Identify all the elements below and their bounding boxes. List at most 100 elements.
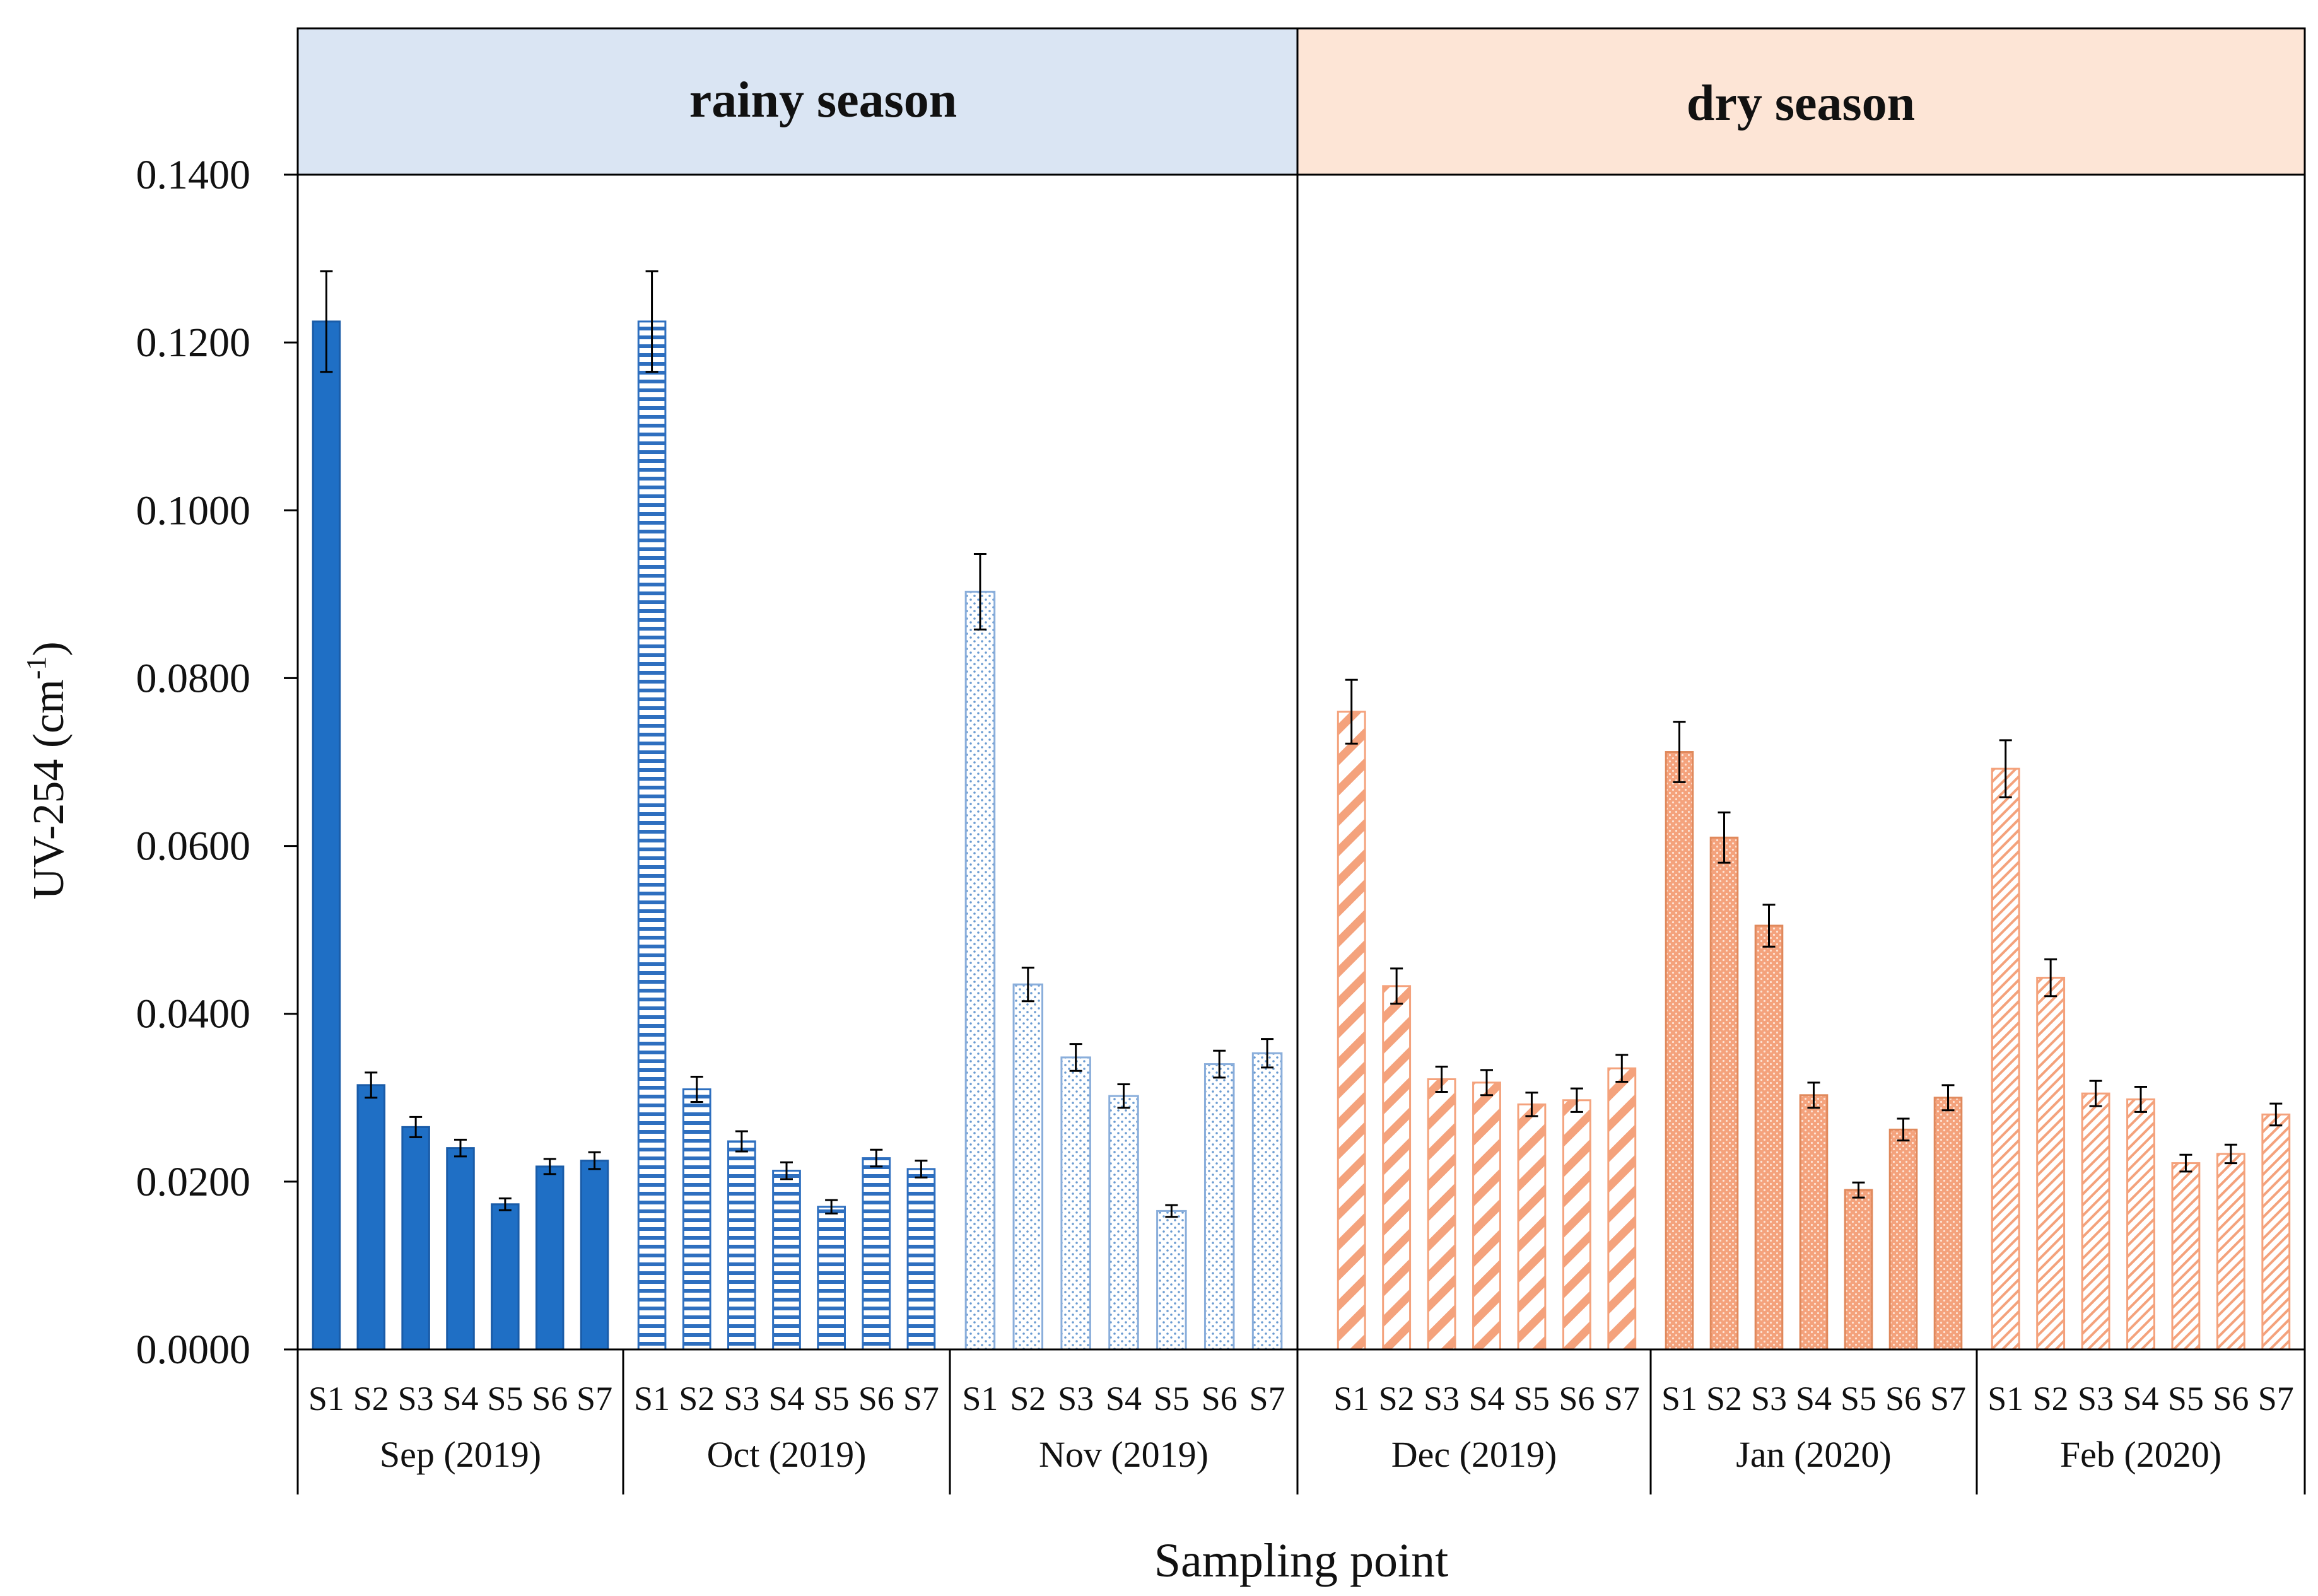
x-tick-label: S5 — [814, 1380, 850, 1418]
y-tick-label: 0.1200 — [136, 320, 251, 366]
y-tick-label: 0.0200 — [136, 1159, 251, 1205]
dry-season-panel — [1297, 28, 2305, 175]
y-tick-label: 0.0400 — [136, 991, 251, 1037]
x-tick-label: S3 — [1751, 1380, 1787, 1418]
x-tick-label: S1 — [962, 1380, 998, 1418]
bar-dec-s3 — [1427, 1078, 1456, 1351]
x-tick-label: S4 — [1796, 1380, 1832, 1418]
x-tick-label: S1 — [1987, 1380, 2023, 1418]
x-tick-label: S3 — [1058, 1380, 1094, 1418]
bar-jan-s5 — [1844, 1189, 1873, 1351]
x-tick-label: S3 — [723, 1380, 759, 1418]
dry-season-label: dry season — [1687, 76, 1915, 131]
y-tick-label: 0.1000 — [136, 487, 251, 533]
x-tick-label: S4 — [2122, 1380, 2158, 1418]
bar-dec-s5 — [1517, 1103, 1547, 1351]
bar-jan-s7 — [1933, 1097, 1963, 1351]
x-tick-label: S1 — [634, 1380, 670, 1418]
x-tick-label: S2 — [1706, 1380, 1742, 1418]
x-tick-label: S1 — [308, 1380, 344, 1418]
bar-feb-s1 — [1991, 767, 2020, 1351]
bar-oct-s3 — [727, 1140, 756, 1351]
x-tick-label: S2 — [2033, 1380, 2069, 1418]
x-tick-label: S4 — [768, 1380, 804, 1418]
x-tick-label: S6 — [1202, 1380, 1238, 1418]
month-label: Oct (2019) — [707, 1434, 867, 1475]
bar-dec-s7 — [1607, 1067, 1637, 1351]
month-label: Feb (2020) — [2060, 1434, 2221, 1475]
bar-oct-s1 — [637, 320, 667, 1351]
x-tick-label: S6 — [1885, 1380, 1921, 1418]
x-tick-label: S4 — [1468, 1380, 1504, 1418]
x-tick-label: S7 — [2258, 1380, 2294, 1418]
bar-oct-s6 — [862, 1157, 891, 1351]
month-label: Dec (2019) — [1391, 1434, 1557, 1475]
x-tick-label: S2 — [679, 1380, 715, 1418]
x-tick-label: S6 — [2213, 1380, 2249, 1418]
bar-dec-s2 — [1382, 985, 1412, 1351]
x-tick-label: S7 — [903, 1380, 939, 1418]
x-tick-label: S5 — [1514, 1380, 1550, 1418]
y-tick-label: 0.1400 — [136, 152, 251, 198]
bar-jan-s1 — [1665, 751, 1694, 1351]
bar-oct-s5 — [817, 1206, 846, 1351]
bar-nov-s2 — [1012, 983, 1044, 1351]
bar-dec-s6 — [1562, 1099, 1591, 1351]
y-axis-title: UV-254 (cm-1) — [21, 641, 73, 899]
bar-sep-s3 — [401, 1126, 430, 1351]
x-tick-label: S4 — [1106, 1380, 1142, 1418]
bar-nov-s5 — [1156, 1209, 1187, 1351]
x-tick-label: S7 — [1930, 1380, 1966, 1418]
x-tick-label: S7 — [1250, 1380, 1285, 1418]
bar-jan-s4 — [1799, 1094, 1829, 1351]
bar-nov-s3 — [1060, 1056, 1091, 1351]
rainy-season-panel — [298, 28, 1297, 175]
bar-dec-s4 — [1472, 1081, 1501, 1351]
y-tick-label: 0.0800 — [136, 655, 251, 701]
x-tick-label: S1 — [1661, 1380, 1697, 1418]
x-tick-label: S1 — [1333, 1380, 1369, 1418]
y-tick-label: 0.0000 — [136, 1327, 251, 1373]
x-tick-label: S5 — [1154, 1380, 1190, 1418]
y-axis-title-sup: -1 — [21, 656, 52, 680]
bar-sep-s7 — [580, 1160, 609, 1351]
bar-feb-s5 — [2171, 1162, 2201, 1351]
x-tick-label: S5 — [1841, 1380, 1876, 1418]
bar-sep-s6 — [535, 1165, 565, 1351]
bar-sep-s2 — [356, 1084, 386, 1351]
bar-oct-s4 — [772, 1170, 801, 1351]
bar-oct-s2 — [682, 1088, 711, 1351]
x-tick-label: S3 — [2078, 1380, 2114, 1418]
bar-feb-s6 — [2216, 1153, 2245, 1351]
x-tick-label: S7 — [1604, 1380, 1640, 1418]
x-tick-label: S3 — [1424, 1380, 1460, 1418]
x-tick-label: S2 — [1379, 1380, 1415, 1418]
bar-dec-s1 — [1337, 711, 1366, 1351]
rainy-season-label: rainy season — [689, 73, 957, 128]
x-tick-label: S6 — [858, 1380, 894, 1418]
bar-jan-s2 — [1709, 836, 1739, 1351]
bar-feb-s7 — [2261, 1113, 2291, 1351]
x-tick-label: S7 — [577, 1380, 612, 1418]
y-axis-title-close: ) — [25, 641, 73, 656]
x-tick-label: S6 — [1559, 1380, 1595, 1418]
bar-jan-s3 — [1754, 924, 1784, 1351]
bar-jan-s6 — [1888, 1128, 1918, 1351]
y-axis-title-main: UV-254 (cm — [25, 679, 73, 899]
x-tick-label: S6 — [532, 1380, 568, 1418]
x-tick-label: S4 — [442, 1380, 478, 1418]
x-axis-title: Sampling point — [1154, 1534, 1449, 1587]
month-label: Jan (2020) — [1736, 1434, 1891, 1475]
month-label: Sep (2019) — [380, 1434, 541, 1475]
bar-feb-s3 — [2081, 1092, 2110, 1351]
bar-sep-s1 — [312, 320, 341, 1351]
x-tick-label: S2 — [353, 1380, 389, 1418]
bar-sep-s4 — [446, 1147, 475, 1351]
bar-feb-s4 — [2126, 1098, 2155, 1351]
x-tick-label: S3 — [398, 1380, 434, 1418]
bar-nov-s4 — [1108, 1095, 1139, 1351]
x-tick-label: S5 — [2168, 1380, 2204, 1418]
bar-feb-s2 — [2036, 976, 2066, 1351]
bar-nov-s7 — [1251, 1052, 1283, 1351]
